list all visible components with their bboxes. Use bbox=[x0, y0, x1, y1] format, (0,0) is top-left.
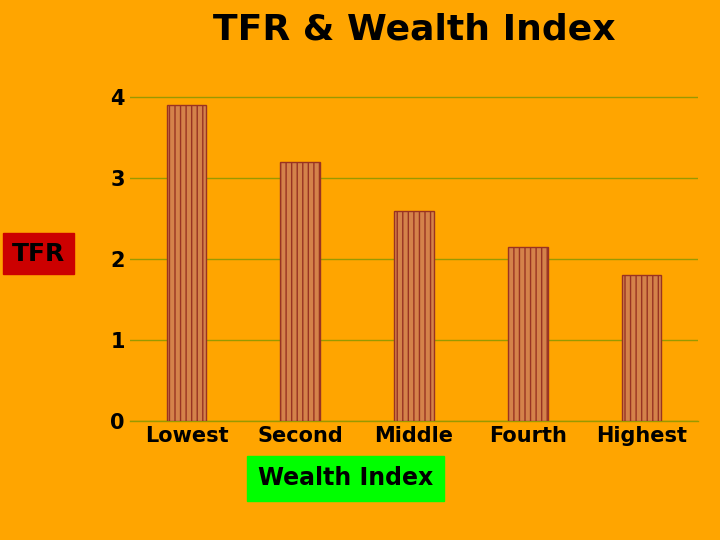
Title: TFR & Wealth Index: TFR & Wealth Index bbox=[212, 13, 616, 47]
Bar bbox=[280, 162, 320, 421]
Bar bbox=[166, 105, 207, 421]
Bar bbox=[508, 247, 548, 421]
Text: TFR: TFR bbox=[12, 242, 66, 266]
Bar bbox=[621, 275, 662, 421]
Text: Wealth Index: Wealth Index bbox=[258, 466, 433, 490]
Bar bbox=[394, 211, 434, 421]
